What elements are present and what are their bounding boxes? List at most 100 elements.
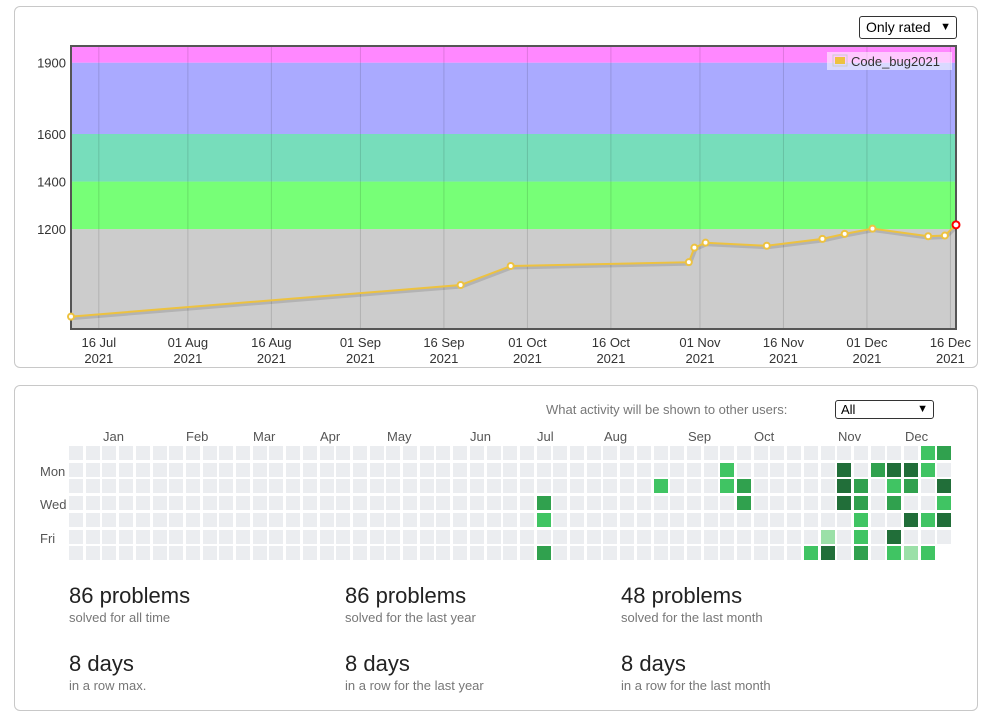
activity-day-cell[interactable] bbox=[486, 479, 501, 494]
activity-day-cell[interactable] bbox=[686, 462, 701, 477]
activity-day-cell[interactable] bbox=[419, 512, 434, 527]
activity-day-cell[interactable] bbox=[753, 462, 768, 477]
activity-day-cell[interactable] bbox=[753, 512, 768, 527]
activity-day-cell[interactable] bbox=[453, 496, 468, 511]
activity-day-cell[interactable] bbox=[302, 529, 317, 544]
activity-day-cell[interactable] bbox=[603, 496, 618, 511]
activity-day-cell[interactable] bbox=[553, 529, 568, 544]
activity-day-cell[interactable] bbox=[102, 462, 117, 477]
activity-day-cell[interactable] bbox=[419, 546, 434, 561]
activity-day-cell[interactable] bbox=[737, 546, 751, 561]
activity-day-cell[interactable] bbox=[653, 546, 668, 561]
activity-day-cell[interactable] bbox=[870, 512, 885, 527]
activity-day-cell[interactable] bbox=[119, 529, 134, 544]
activity-day-cell[interactable] bbox=[870, 529, 885, 544]
activity-day-cell[interactable] bbox=[670, 462, 685, 477]
activity-day-cell[interactable] bbox=[787, 546, 802, 561]
activity-day-cell[interactable] bbox=[586, 496, 601, 511]
activity-day-cell[interactable] bbox=[553, 496, 568, 511]
activity-day-cell[interactable] bbox=[803, 546, 818, 561]
activity-day-cell[interactable] bbox=[536, 546, 551, 561]
activity-day-cell[interactable] bbox=[620, 512, 635, 527]
activity-day-cell[interactable] bbox=[419, 496, 434, 511]
activity-day-cell[interactable] bbox=[670, 529, 685, 544]
activity-day-cell[interactable] bbox=[536, 529, 551, 544]
activity-day-cell[interactable] bbox=[703, 479, 718, 494]
activity-day-cell[interactable] bbox=[453, 462, 468, 477]
activity-day-cell[interactable] bbox=[169, 546, 184, 561]
activity-day-cell[interactable] bbox=[920, 446, 935, 460]
activity-day-cell[interactable] bbox=[670, 446, 685, 460]
activity-day-cell[interactable] bbox=[169, 529, 184, 544]
activity-day-cell[interactable] bbox=[352, 446, 367, 460]
activity-day-cell[interactable] bbox=[319, 462, 334, 477]
activity-day-cell[interactable] bbox=[102, 512, 117, 527]
activity-day-cell[interactable] bbox=[787, 479, 802, 494]
activity-day-cell[interactable] bbox=[336, 446, 351, 460]
activity-day-cell[interactable] bbox=[737, 496, 751, 511]
activity-day-cell[interactable] bbox=[336, 512, 351, 527]
activity-day-cell[interactable] bbox=[636, 546, 651, 561]
activity-day-cell[interactable] bbox=[236, 529, 250, 544]
activity-day-cell[interactable] bbox=[486, 512, 501, 527]
activity-day-cell[interactable] bbox=[603, 446, 618, 460]
activity-day-cell[interactable] bbox=[135, 446, 150, 460]
activity-day-cell[interactable] bbox=[369, 496, 384, 511]
activity-day-cell[interactable] bbox=[369, 462, 384, 477]
activity-day-cell[interactable] bbox=[503, 529, 518, 544]
activity-day-cell[interactable] bbox=[837, 462, 852, 477]
activity-day-cell[interactable] bbox=[185, 496, 200, 511]
activity-day-cell[interactable] bbox=[469, 496, 484, 511]
activity-day-cell[interactable] bbox=[653, 446, 668, 460]
activity-day-cell[interactable] bbox=[803, 479, 818, 494]
activity-day-cell[interactable] bbox=[636, 529, 651, 544]
activity-day-cell[interactable] bbox=[202, 479, 217, 494]
activity-day-cell[interactable] bbox=[436, 462, 451, 477]
activity-day-cell[interactable] bbox=[469, 546, 484, 561]
activity-day-cell[interactable] bbox=[720, 546, 735, 561]
activity-day-cell[interactable] bbox=[703, 529, 718, 544]
activity-day-cell[interactable] bbox=[436, 512, 451, 527]
activity-day-cell[interactable] bbox=[620, 462, 635, 477]
activity-day-cell[interactable] bbox=[119, 446, 134, 460]
activity-day-cell[interactable] bbox=[386, 512, 401, 527]
activity-day-cell[interactable] bbox=[302, 512, 317, 527]
activity-day-cell[interactable] bbox=[319, 446, 334, 460]
activity-day-cell[interactable] bbox=[352, 529, 367, 544]
activity-day-cell[interactable] bbox=[603, 529, 618, 544]
activity-day-cell[interactable] bbox=[937, 512, 952, 527]
activity-day-cell[interactable] bbox=[69, 546, 83, 561]
activity-day-cell[interactable] bbox=[453, 446, 468, 460]
activity-day-cell[interactable] bbox=[519, 446, 534, 460]
activity-day-cell[interactable] bbox=[403, 512, 417, 527]
activity-day-cell[interactable] bbox=[536, 446, 551, 460]
activity-day-cell[interactable] bbox=[85, 529, 100, 544]
activity-day-cell[interactable] bbox=[469, 446, 484, 460]
activity-day-cell[interactable] bbox=[286, 496, 301, 511]
activity-day-cell[interactable] bbox=[369, 446, 384, 460]
activity-day-cell[interactable] bbox=[853, 479, 868, 494]
activity-day-cell[interactable] bbox=[920, 496, 935, 511]
activity-day-cell[interactable] bbox=[570, 479, 584, 494]
activity-day-cell[interactable] bbox=[302, 479, 317, 494]
activity-day-cell[interactable] bbox=[85, 546, 100, 561]
activity-day-cell[interactable] bbox=[653, 529, 668, 544]
activity-day-cell[interactable] bbox=[653, 496, 668, 511]
activity-day-cell[interactable] bbox=[152, 462, 167, 477]
activity-day-cell[interactable] bbox=[770, 512, 785, 527]
activity-day-cell[interactable] bbox=[202, 512, 217, 527]
activity-day-cell[interactable] bbox=[486, 496, 501, 511]
activity-day-cell[interactable] bbox=[636, 446, 651, 460]
activity-day-cell[interactable] bbox=[469, 529, 484, 544]
activity-day-cell[interactable] bbox=[853, 446, 868, 460]
activity-day-cell[interactable] bbox=[403, 462, 417, 477]
activity-day-cell[interactable] bbox=[937, 462, 952, 477]
activity-day-cell[interactable] bbox=[904, 512, 918, 527]
activity-day-cell[interactable] bbox=[336, 462, 351, 477]
activity-day-cell[interactable] bbox=[937, 496, 952, 511]
activity-day-cell[interactable] bbox=[486, 546, 501, 561]
activity-day-cell[interactable] bbox=[636, 512, 651, 527]
activity-day-cell[interactable] bbox=[486, 529, 501, 544]
activity-day-cell[interactable] bbox=[820, 512, 835, 527]
activity-day-cell[interactable] bbox=[586, 529, 601, 544]
